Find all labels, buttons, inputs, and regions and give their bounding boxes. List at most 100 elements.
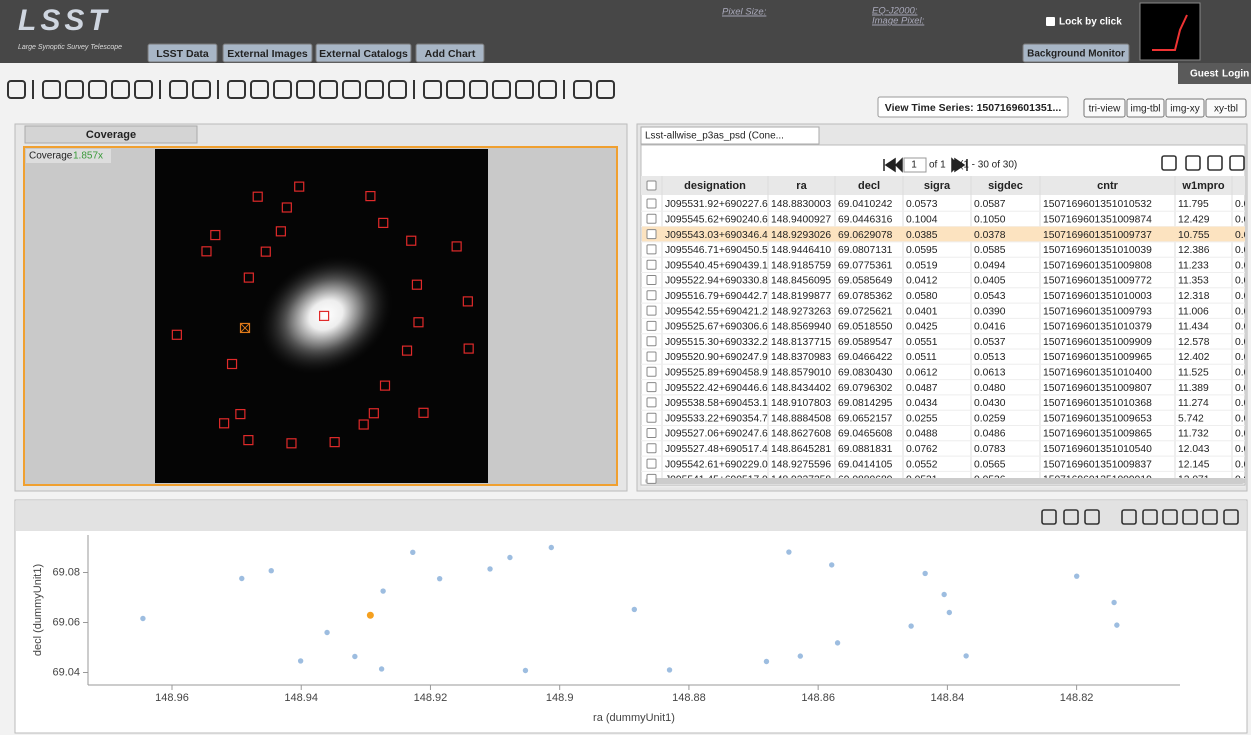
cell[interactable]: 1507169601351009653: [1043, 413, 1152, 424]
cell[interactable]: J095522.42+690446.6: [665, 383, 768, 394]
cell[interactable]: 69.0518550: [838, 322, 893, 333]
menu-button[interactable]: [415, 43, 485, 63]
layout-button[interactable]: [1165, 98, 1205, 118]
table-tool[interactable]: [1185, 155, 1201, 171]
row-checkbox[interactable]: [646, 275, 657, 285]
cell[interactable]: 0.0585: [974, 245, 1006, 256]
cell[interactable]: 0.021: [1235, 322, 1251, 333]
layout-button-label[interactable]: img-xy: [1170, 104, 1199, 115]
layout-button-label[interactable]: xy-tbl: [1214, 104, 1238, 115]
cell[interactable]: 11.353: [1178, 276, 1209, 287]
cell[interactable]: 0.022: [1235, 276, 1251, 287]
source-marker[interactable]: [418, 407, 429, 418]
point[interactable]: [324, 629, 330, 636]
row-checkbox[interactable]: [646, 351, 657, 362]
source-marker[interactable]: [226, 358, 238, 370]
cell[interactable]: 0.0511: [906, 352, 937, 363]
page-box[interactable]: [903, 157, 927, 173]
cell[interactable]: 10.755: [1178, 230, 1210, 241]
chart-tool[interactable]: [1041, 509, 1057, 525]
cell[interactable]: 0.025: [1235, 398, 1251, 409]
cell[interactable]: 69.0830430: [838, 368, 893, 379]
cell[interactable]: 11.233: [1178, 260, 1209, 271]
background-monitor[interactable]: [1022, 43, 1130, 63]
table-tool[interactable]: [1207, 155, 1223, 171]
cell[interactable]: 0.0587: [974, 199, 1006, 210]
point[interactable]: [941, 591, 947, 598]
cell[interactable]: 12.578: [1178, 337, 1210, 348]
time-series-label[interactable]: View Time Series: 1507169601351...: [885, 102, 1062, 114]
cell[interactable]: 0.0573: [906, 199, 938, 210]
cell[interactable]: 1507169601351009772: [1043, 276, 1152, 287]
column-header[interactable]: sigdec: [988, 180, 1023, 192]
cell[interactable]: 0.0390: [974, 306, 1006, 317]
cell[interactable]: 0.0412: [906, 276, 938, 287]
cell[interactable]: 1507169601351009909: [1043, 337, 1152, 348]
tool-icon[interactable]: [446, 80, 465, 99]
cell[interactable]: 0.028: [1235, 306, 1251, 317]
source-marker[interactable]: [365, 190, 376, 202]
cell[interactable]: 1507169601351010003: [1043, 291, 1152, 302]
cell[interactable]: 69.0807131: [838, 245, 893, 256]
page-input[interactable]: 1: [911, 160, 917, 171]
source-marker[interactable]: [201, 246, 212, 257]
tool-icon[interactable]: [250, 80, 269, 99]
menu-button[interactable]: [222, 43, 313, 63]
pager-icons[interactable]: [883, 157, 968, 173]
cell[interactable]: 69.0410242: [838, 199, 893, 210]
cell[interactable]: 0.0613: [974, 368, 1006, 379]
point[interactable]: [410, 549, 416, 556]
menu-button-label[interactable]: External Catalogs: [319, 48, 408, 60]
cell[interactable]: J095525.89+690458.9: [665, 368, 768, 379]
source-marker[interactable]: [243, 272, 254, 283]
tool-icon[interactable]: [7, 80, 26, 99]
cell[interactable]: J095515.30+690332.2: [665, 337, 768, 348]
cell[interactable]: 148.9185759: [771, 260, 831, 271]
source-marker[interactable]: [252, 191, 263, 202]
chart-tool[interactable]: [1142, 509, 1158, 525]
row-checkbox[interactable]: [646, 259, 657, 270]
source-marker[interactable]: [413, 317, 424, 328]
point[interactable]: [797, 653, 804, 659]
cell[interactable]: 148.9275596: [771, 459, 831, 470]
point[interactable]: [378, 666, 385, 672]
tool-icon[interactable]: [423, 80, 442, 99]
tool-icon[interactable]: [365, 80, 384, 99]
layout-button-label[interactable]: tri-view: [1089, 104, 1121, 115]
cell[interactable]: 148.8579010: [771, 368, 831, 379]
row-checkbox[interactable]: [646, 397, 657, 408]
row-checkbox[interactable]: [646, 290, 657, 301]
cell[interactable]: 148.9293026: [771, 230, 831, 241]
coverage-tab[interactable]: [24, 125, 198, 144]
cell[interactable]: 69.0629078: [838, 230, 893, 241]
coverage-tab-label[interactable]: Coverage: [86, 129, 136, 141]
cell[interactable]: 12.386: [1178, 245, 1210, 256]
cell[interactable]: 69.0652157: [838, 413, 893, 424]
cell[interactable]: 148.8884508: [771, 413, 831, 424]
point[interactable]: [946, 609, 953, 616]
cell[interactable]: 0.0595: [906, 245, 938, 256]
cell[interactable]: 69.0465608: [838, 429, 893, 440]
source-marker[interactable]: [451, 241, 462, 252]
row-checkbox[interactable]: [646, 320, 657, 331]
cell[interactable]: 0.0762: [906, 444, 938, 455]
source-marker[interactable]: [286, 438, 297, 449]
tool-icon[interactable]: [111, 80, 130, 99]
cell[interactable]: 0.038: [1235, 413, 1251, 424]
cell[interactable]: 0.0494: [974, 260, 1006, 271]
cell[interactable]: 1507169601351010540: [1043, 444, 1152, 455]
cell[interactable]: J095522.94+690330.8: [665, 276, 768, 287]
cell[interactable]: 0.0255: [906, 413, 938, 424]
cell[interactable]: 0.026: [1235, 352, 1251, 363]
cell[interactable]: J095543.03+690346.4: [665, 230, 768, 241]
cell[interactable]: 69.0880680: [838, 475, 893, 486]
cell[interactable]: 0.0430: [974, 398, 1006, 409]
menu-button-label[interactable]: LSST Data: [156, 48, 209, 60]
cell[interactable]: 148.9273263: [771, 306, 831, 317]
cell[interactable]: 69.0446316: [838, 215, 893, 226]
point[interactable]: [352, 653, 358, 660]
cell[interactable]: 0.028: [1235, 475, 1251, 486]
lock-checkbox[interactable]: [1046, 17, 1055, 26]
layout-button[interactable]: [1126, 98, 1165, 118]
tool-icon[interactable]: [515, 80, 534, 99]
